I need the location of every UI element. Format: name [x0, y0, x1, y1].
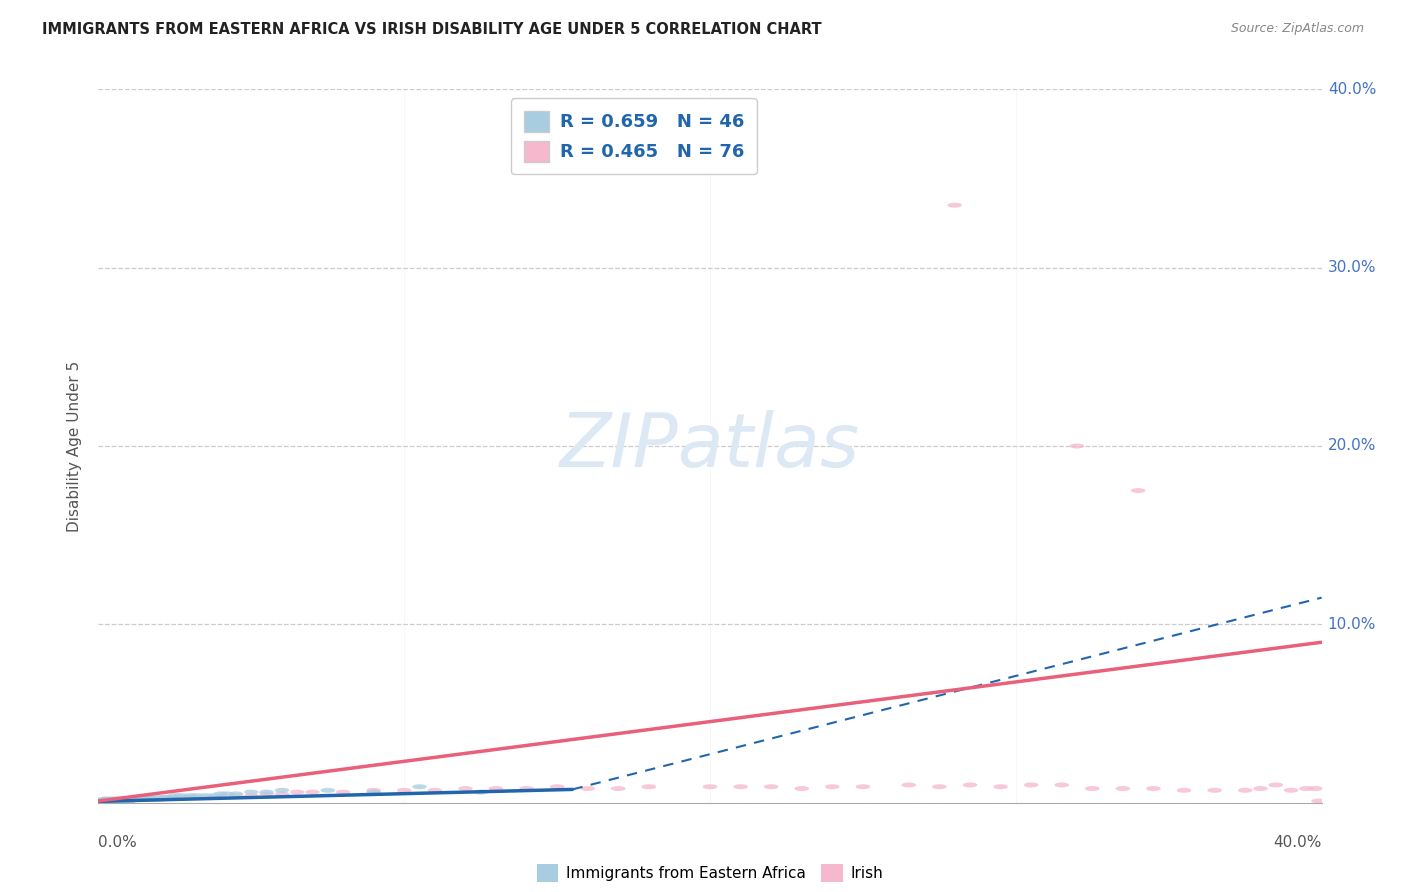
- Text: ZIPatlas: ZIPatlas: [560, 410, 860, 482]
- Text: 40.0%: 40.0%: [1327, 82, 1376, 96]
- Text: 10.0%: 10.0%: [1327, 617, 1376, 632]
- Text: 0.0%: 0.0%: [98, 835, 138, 850]
- Text: 30.0%: 30.0%: [1327, 260, 1376, 275]
- Text: Source: ZipAtlas.com: Source: ZipAtlas.com: [1230, 22, 1364, 36]
- Text: IMMIGRANTS FROM EASTERN AFRICA VS IRISH DISABILITY AGE UNDER 5 CORRELATION CHART: IMMIGRANTS FROM EASTERN AFRICA VS IRISH …: [42, 22, 821, 37]
- Legend: Immigrants from Eastern Africa, Irish: Immigrants from Eastern Africa, Irish: [531, 858, 889, 888]
- Y-axis label: Disability Age Under 5: Disability Age Under 5: [67, 360, 83, 532]
- Text: 40.0%: 40.0%: [1274, 835, 1322, 850]
- Text: 20.0%: 20.0%: [1327, 439, 1376, 453]
